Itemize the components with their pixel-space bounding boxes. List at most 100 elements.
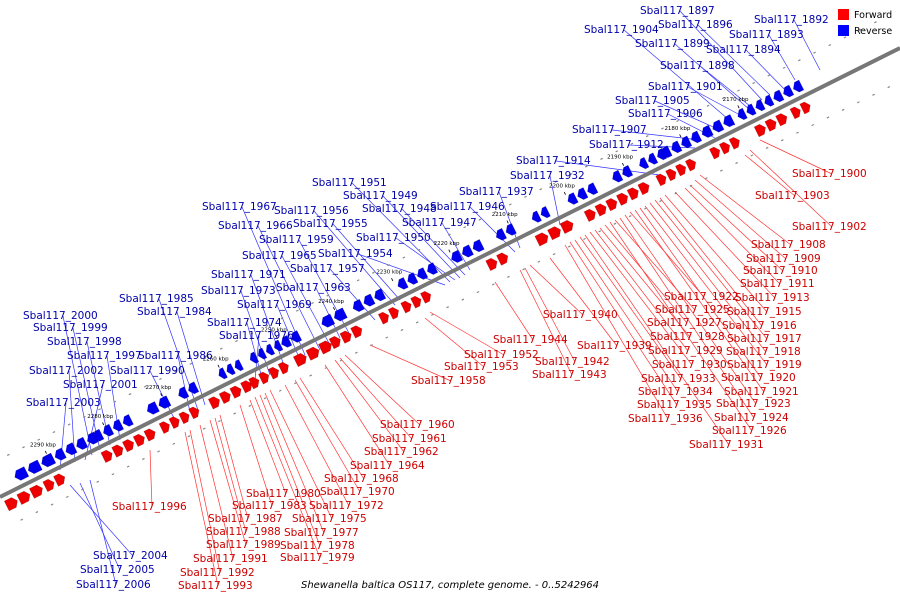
gene-label: Sbal117_1950 [356, 232, 431, 244]
gene-label: Sbal117_1974 [207, 317, 282, 329]
gene-label: Sbal117_1909 [746, 253, 821, 265]
tick-label: 2190 kbp [607, 155, 633, 161]
gene-label: Sbal117_1990 [110, 365, 185, 377]
gene-label: Sbal117_1893 [729, 29, 804, 41]
tick-mark [563, 191, 566, 195]
track-dash [782, 66, 786, 69]
label-connector [424, 317, 485, 368]
track-dash [417, 248, 421, 252]
label-connector [89, 479, 117, 586]
reverse-gene-arrow [257, 347, 268, 360]
forward-gene-arrow [188, 406, 200, 420]
gene-label: Sbal117_1956 [274, 205, 349, 217]
tick-mark [332, 307, 336, 311]
gene-label: Sbal117_2002 [29, 365, 104, 377]
gene-label: Sbal117_1900 [792, 168, 867, 180]
label-connector [149, 449, 153, 508]
reverse-gene-arrow [737, 107, 748, 121]
forward-gene-arrow [292, 353, 307, 368]
forward-gene-arrow [267, 366, 280, 380]
forward-gene-arrow [400, 300, 412, 314]
forward-gene-arrow [328, 336, 341, 350]
track-dash [356, 279, 360, 282]
track-dash [874, 21, 877, 24]
label-connector [344, 354, 421, 426]
track-dash [432, 241, 436, 244]
track-dash [780, 139, 784, 142]
track-dash [524, 195, 527, 198]
label-connector [594, 229, 689, 352]
label-connector [313, 210, 396, 306]
track-dash [720, 169, 723, 172]
forward-gene-arrow [410, 295, 422, 309]
label-connector [614, 219, 696, 311]
label-connector [219, 414, 249, 520]
gene-label: Sbal117_1988 [206, 526, 281, 538]
label-connector [654, 199, 768, 340]
gene-label: Sbal117_1959 [259, 234, 334, 246]
track-dash [265, 324, 269, 327]
reverse-gene-arrow [755, 98, 766, 112]
track-dash [796, 131, 799, 134]
label-connector [299, 377, 365, 480]
forward-gene-arrow [122, 439, 135, 453]
forward-gene-arrow [420, 290, 432, 304]
gene-label: Sbal117_1947 [402, 217, 477, 229]
gene-labels: Sbal117_1892Sbal117_1893Sbal117_1894Sbal… [23, 5, 867, 592]
gene-label: Sbal117_1914 [516, 155, 591, 167]
gene-label: Sbal117_1954 [318, 248, 393, 260]
track-dash [22, 446, 25, 449]
track-dash [157, 450, 160, 453]
label-connector [624, 214, 757, 405]
reverse-gene-arrow [417, 267, 429, 280]
gene-label: Sbal117_1896 [658, 19, 733, 31]
track-dash [765, 146, 769, 149]
gene-label: Sbal117_1906 [628, 108, 703, 120]
reverse-gene-arrow [472, 239, 485, 253]
track-dash [887, 86, 891, 89]
label-connector [254, 335, 260, 381]
track-dash [187, 435, 191, 438]
gene-label: Sbal117_1970 [320, 486, 395, 498]
gene-label: Sbal117_1904 [584, 24, 659, 36]
track-dash [111, 473, 115, 476]
gene-features [3, 79, 811, 512]
gene-label: Sbal117_1927 [647, 317, 722, 329]
track-dash [767, 74, 771, 77]
gene-label: Sbal117_1962 [364, 446, 439, 458]
gene-label: Sbal117_1966 [218, 220, 293, 232]
forward-gene-arrow [485, 257, 498, 272]
track-dash [721, 97, 725, 100]
label-connector [744, 154, 796, 197]
label-connector [494, 281, 534, 341]
label-connector [745, 49, 791, 96]
forward-gene-arrow [605, 198, 618, 212]
gene-label: Sbal117_1958 [411, 375, 486, 387]
gene-label: Sbal117_1917 [727, 333, 802, 345]
forward-gene-arrow [350, 325, 363, 339]
gene-label: Sbal117_1916 [722, 320, 797, 332]
track-dash [415, 321, 419, 324]
label-connector [254, 396, 321, 559]
track-dash [141, 457, 145, 461]
track-dash [113, 400, 117, 403]
gene-label: Sbal117_1931 [689, 439, 764, 451]
gene-label: Sbal117_1953 [444, 361, 519, 373]
label-connector [604, 224, 688, 324]
gene-label: Sbal117_1993 [178, 580, 253, 592]
label-connector [634, 209, 765, 393]
track-dash [813, 51, 816, 54]
track-dash [691, 112, 695, 115]
forward-gene-arrow [277, 361, 289, 375]
label-connector [250, 274, 286, 369]
gene-label: Sbal117_1897 [640, 5, 715, 17]
label-connector [199, 424, 234, 560]
tick-mark [160, 393, 163, 397]
gene-label: Sbal117_1922 [664, 291, 739, 303]
track-dash [584, 165, 588, 168]
gene-label: Sbal117_1928 [650, 331, 725, 343]
gene-label: Sbal117_1980 [246, 488, 321, 500]
label-connector [649, 202, 767, 353]
track-dash [126, 465, 130, 468]
